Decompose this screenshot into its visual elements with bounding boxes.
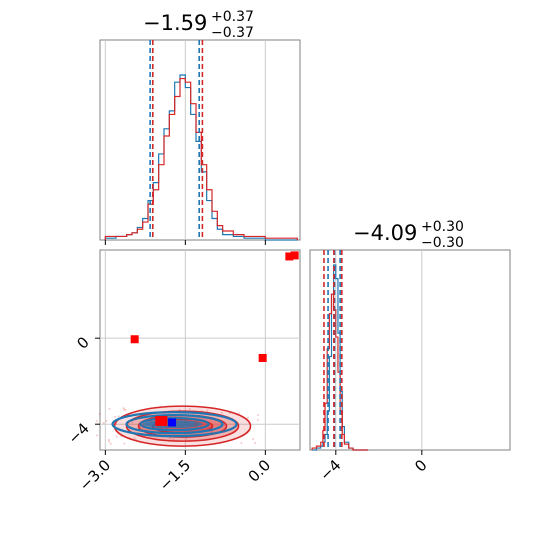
joint-scatter-point (194, 421, 197, 424)
joint-scatter-point (221, 430, 224, 433)
joint-scatter-point (189, 424, 192, 427)
title-param2: −4.09 +0.30 −0.30 (353, 219, 464, 251)
joint-marker-red-2 (285, 252, 294, 261)
joint-scatter-point (108, 407, 111, 410)
joint-scatter-point (120, 434, 123, 437)
xtick-label-param1-0: −3.0 (76, 456, 114, 494)
joint-scatter-point (102, 421, 105, 424)
joint-marker-red-3 (290, 251, 299, 260)
joint-marker-red-0 (130, 335, 139, 344)
joint-scatter-point (149, 419, 152, 422)
joint-scatter-point (228, 412, 231, 415)
joint-scatter-point (210, 430, 213, 433)
joint-scatter-point (174, 415, 177, 418)
joint-scatter-point (140, 434, 143, 437)
joint-scatter-point (200, 410, 203, 413)
joint-scatter-point (254, 442, 257, 445)
title-param1-plus: +0.37 (211, 9, 254, 25)
joint-scatter-point (123, 442, 126, 445)
joint-scatter-point (246, 416, 249, 419)
joint-scatter-point (122, 407, 125, 410)
joint-scatter-point (135, 438, 138, 441)
joint-scatter-point (175, 422, 178, 425)
joint-marker-blue (168, 418, 176, 427)
joint-scatter-point (108, 440, 111, 443)
joint-marker-red-center (155, 415, 168, 426)
joint-scatter-point (95, 434, 98, 437)
joint-scatter-point (115, 423, 118, 426)
joint-scatter-point (206, 438, 209, 441)
joint-scatter-point (170, 415, 173, 418)
joint-scatter-point (105, 419, 108, 422)
xtick-label-param1-2: 0.0 (245, 456, 275, 486)
xtick-label-param1-1: −1.5 (156, 456, 194, 494)
joint-scatter-point (208, 412, 211, 415)
joint-scatter-point (214, 432, 217, 435)
joint-scatter-point (133, 437, 136, 440)
joint-scatter-point (223, 430, 226, 433)
title-param1-value: −1.59 (143, 11, 207, 35)
joint-scatter-point (123, 408, 126, 411)
title-param2-plus: +0.30 (421, 219, 464, 235)
joint-scatter-point (169, 437, 172, 440)
joint-scatter-point (142, 424, 145, 427)
joint-scatter-point (220, 411, 223, 414)
joint-scatter-point (185, 437, 188, 440)
joint-contour-a-1 (125, 414, 224, 435)
joint-scatter-point (139, 415, 142, 418)
joint-scatter-point (124, 408, 127, 411)
title-param2-minus: −0.30 (421, 235, 464, 251)
joint-scatter-point (117, 415, 120, 418)
joint-scatter-point (179, 415, 182, 418)
joint-scatter-point (237, 412, 240, 415)
joint-scatter-point (107, 438, 110, 441)
joint-scatter-point (163, 411, 166, 414)
joint-scatter-point (194, 423, 197, 426)
joint-scatter-point (115, 435, 118, 438)
joint-contour-a-0 (111, 411, 238, 438)
joint-scatter-point (178, 409, 181, 412)
title-param1: −1.59 +0.37 −0.37 (143, 9, 254, 41)
joint-scatter-point (206, 409, 209, 412)
joint-scatter-point (211, 433, 214, 436)
joint-scatter-point (109, 442, 112, 445)
xtick-label-param2-0: −4 (316, 456, 344, 484)
joint-scatter-point (208, 417, 211, 420)
joint-scatter-point (171, 410, 174, 413)
joint-scatter-point (98, 412, 101, 415)
joint-contour-a-2 (139, 417, 210, 432)
joint-scatter-point (114, 415, 117, 418)
joint-scatter-point (187, 419, 190, 422)
joint-scatter-point (172, 438, 175, 441)
joint-scatter-point (197, 421, 200, 424)
joint-scatter-point (256, 418, 259, 421)
joint-scatter-point (252, 438, 255, 441)
joint-scatter-point (95, 420, 98, 423)
joint-scatter-point (177, 427, 180, 430)
joint-scatter-point (165, 426, 168, 429)
joint-scatter-point (131, 421, 134, 424)
joint-scatter-point (194, 424, 197, 427)
joint-scatter-point (240, 441, 243, 444)
joint-scatter-point (257, 413, 260, 416)
xtick-label-param2-1: 0 (411, 456, 430, 475)
ytick-label-param2-1: 0 (73, 333, 92, 352)
panel-joint (99, 249, 301, 451)
hist1-series-b (104, 77, 298, 240)
joint-scatter-point (142, 435, 145, 438)
joint-scatter-point (139, 441, 142, 444)
title-param1-minus: −0.37 (211, 25, 254, 41)
title-param2-value: −4.09 (353, 221, 417, 245)
panel-hist-param2 (309, 249, 511, 451)
ytick-label-param2-0: −4 (64, 419, 92, 447)
joint-scatter-point (188, 407, 191, 410)
joint-scatter-point (133, 417, 136, 420)
joint-marker-red-1 (258, 353, 267, 362)
